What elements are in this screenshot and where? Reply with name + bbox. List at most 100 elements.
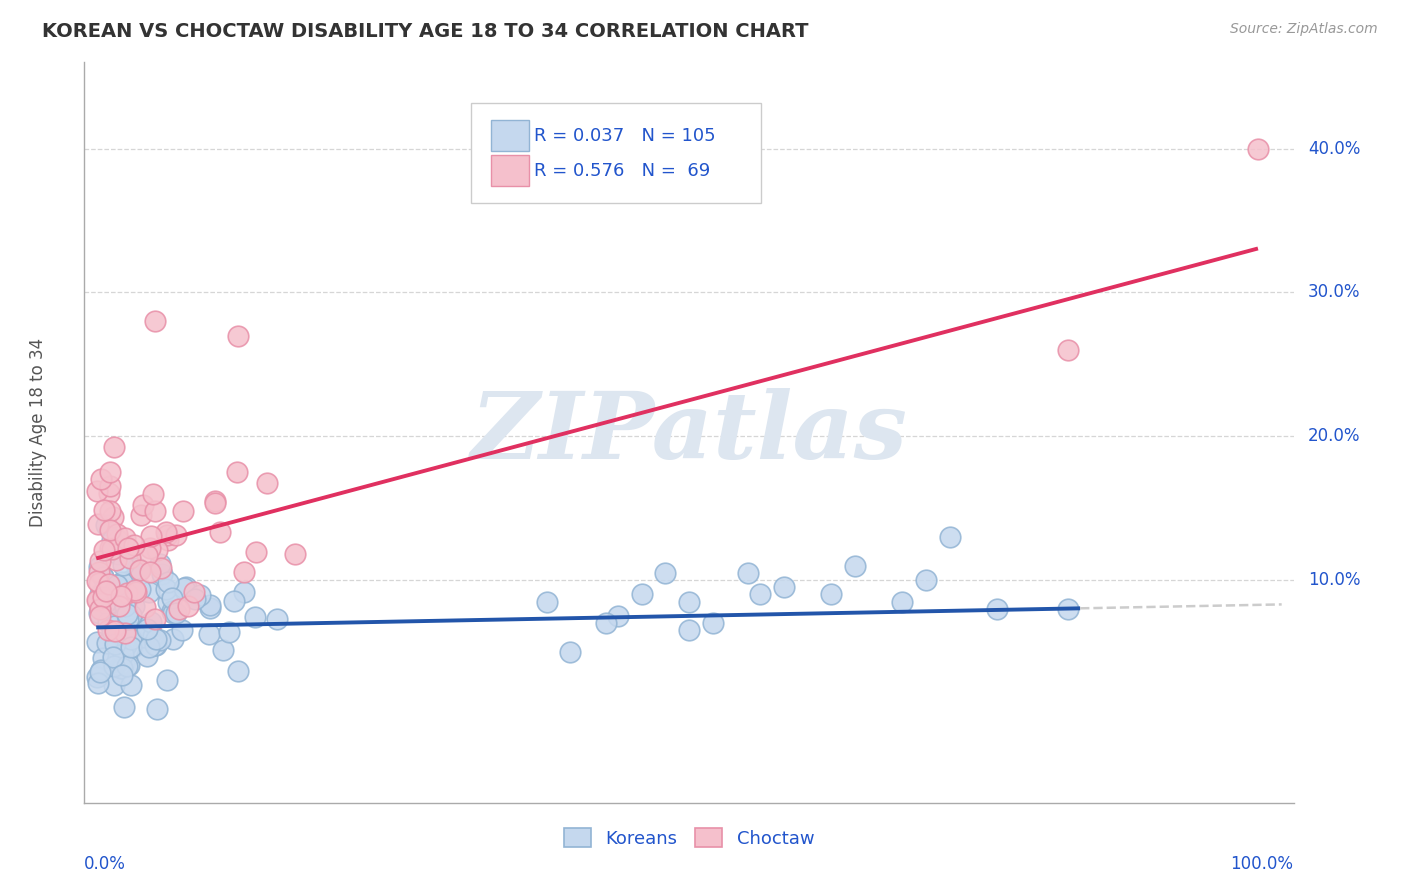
Point	[120, 632, 142, 646]
Point	[125, 584, 148, 599]
Point	[118, 658, 141, 673]
Point	[243, 610, 266, 624]
Point	[87, 565, 110, 579]
Point	[107, 654, 129, 668]
Point	[114, 626, 136, 640]
Point	[630, 587, 652, 601]
Point	[183, 585, 205, 599]
Point	[654, 566, 676, 580]
Point	[122, 538, 145, 552]
Point	[87, 517, 110, 532]
Point	[156, 528, 179, 542]
Point	[266, 612, 288, 626]
Point	[132, 498, 155, 512]
Text: ZIPatlas: ZIPatlas	[471, 388, 907, 477]
Text: 100.0%: 100.0%	[1230, 855, 1294, 872]
Point	[118, 550, 141, 565]
Point	[91, 651, 114, 665]
FancyBboxPatch shape	[471, 103, 762, 203]
Point	[172, 623, 194, 637]
Text: 30.0%: 30.0%	[1308, 284, 1361, 301]
Point	[129, 562, 152, 576]
Point	[145, 632, 167, 647]
Point	[101, 650, 124, 665]
Point	[97, 615, 120, 629]
Point	[94, 596, 117, 610]
Point	[139, 565, 162, 579]
Text: KOREAN VS CHOCTAW DISABILITY AGE 18 TO 34 CORRELATION CHART: KOREAN VS CHOCTAW DISABILITY AGE 18 TO 3…	[42, 22, 808, 41]
Point	[165, 606, 187, 620]
Text: 40.0%: 40.0%	[1308, 140, 1361, 158]
Point	[139, 628, 162, 642]
Point	[122, 599, 145, 613]
Point	[89, 554, 111, 568]
Point	[110, 661, 132, 675]
Point	[97, 589, 120, 603]
Point	[101, 599, 124, 613]
Point	[124, 583, 146, 598]
Point	[111, 575, 134, 590]
Point	[198, 601, 221, 615]
Point	[89, 587, 111, 601]
Point	[145, 314, 167, 328]
FancyBboxPatch shape	[491, 155, 529, 186]
Point	[112, 656, 135, 670]
Point	[93, 582, 115, 597]
Point	[105, 591, 128, 606]
Point	[107, 650, 129, 665]
Point	[86, 635, 108, 649]
Point	[536, 594, 558, 608]
Point	[98, 523, 121, 537]
Point	[156, 673, 179, 687]
Point	[89, 576, 111, 591]
Point	[132, 630, 155, 644]
Point	[115, 659, 138, 673]
Point	[139, 541, 162, 556]
Point	[160, 591, 183, 606]
Point	[160, 604, 183, 618]
Point	[204, 494, 226, 508]
Legend: Koreans, Choctaw: Koreans, Choctaw	[554, 819, 824, 856]
Point	[173, 581, 195, 595]
Point	[89, 602, 111, 616]
Point	[111, 558, 134, 573]
Point	[89, 665, 111, 679]
Point	[155, 524, 177, 539]
Point	[228, 664, 250, 678]
Point	[100, 591, 122, 605]
Point	[91, 590, 114, 604]
Point	[1247, 142, 1270, 156]
Point	[104, 637, 127, 651]
Point	[90, 472, 112, 486]
Point	[107, 547, 129, 561]
Point	[142, 487, 165, 501]
Point	[149, 633, 172, 648]
Point	[156, 595, 179, 609]
Point	[595, 616, 617, 631]
Point	[150, 560, 173, 574]
Point	[167, 602, 190, 616]
Point	[1057, 343, 1080, 357]
Point	[136, 623, 159, 637]
Point	[208, 524, 231, 539]
Point	[125, 560, 148, 574]
Point	[96, 583, 118, 598]
Point	[138, 640, 160, 655]
Point	[226, 465, 249, 479]
Point	[114, 623, 136, 637]
Point	[115, 607, 138, 622]
Point	[115, 585, 138, 599]
Point	[98, 541, 121, 555]
Point	[120, 607, 142, 622]
Point	[98, 504, 121, 518]
Point	[136, 649, 159, 664]
Point	[86, 670, 108, 684]
Point	[150, 566, 173, 581]
Point	[114, 596, 136, 610]
Point	[89, 602, 111, 616]
Point	[97, 623, 120, 637]
Text: Source: ZipAtlas.com: Source: ZipAtlas.com	[1230, 22, 1378, 37]
Point	[702, 616, 724, 631]
Point	[129, 508, 152, 522]
Point	[111, 648, 134, 662]
